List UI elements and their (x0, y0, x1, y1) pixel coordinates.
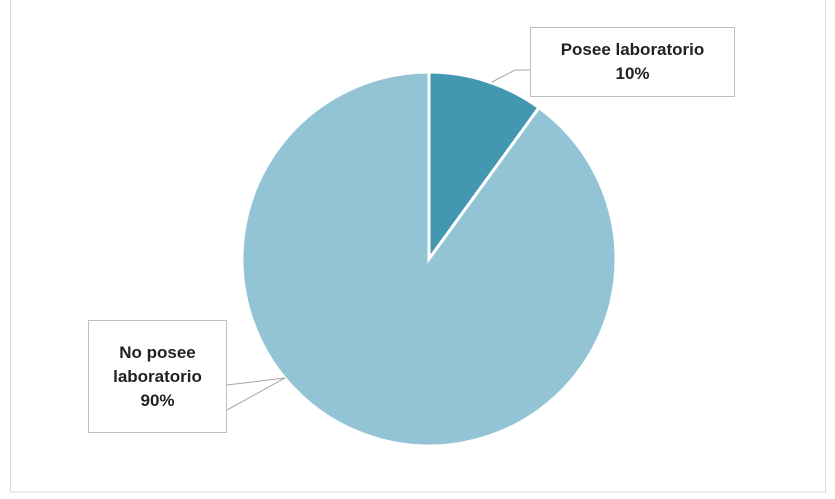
label-name: Posee laboratorio (560, 40, 705, 59)
chart-frame (10, 0, 826, 493)
label-value: 90% (140, 390, 175, 410)
data-label: No posee laboratorio 90% (88, 320, 227, 433)
leader-line (226, 377, 286, 411)
label-value: 10% (615, 64, 650, 83)
pie-slice (240, 70, 618, 448)
leader-line (491, 69, 530, 83)
pie-slice (427, 70, 542, 264)
data-label: Posee laboratorio 10% (530, 27, 735, 97)
label-name: No posee laboratorio (113, 342, 202, 386)
